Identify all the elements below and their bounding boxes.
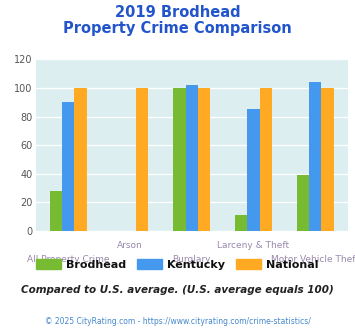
Bar bbox=[62, 102, 75, 231]
Bar bbox=[198, 88, 210, 231]
Legend: Brodhead, Kentucky, National: Brodhead, Kentucky, National bbox=[32, 255, 323, 274]
Text: © 2025 CityRating.com - https://www.cityrating.com/crime-statistics/: © 2025 CityRating.com - https://www.city… bbox=[45, 317, 310, 326]
Bar bbox=[75, 88, 87, 231]
Bar bbox=[136, 88, 148, 231]
Text: Arson: Arson bbox=[117, 241, 143, 250]
Bar bbox=[309, 82, 321, 231]
Text: 2019 Brodhead: 2019 Brodhead bbox=[115, 5, 240, 20]
Bar bbox=[297, 175, 309, 231]
Bar bbox=[235, 215, 247, 231]
Bar bbox=[260, 88, 272, 231]
Bar bbox=[321, 88, 334, 231]
Text: Motor Vehicle Theft: Motor Vehicle Theft bbox=[271, 255, 355, 264]
Text: Compared to U.S. average. (U.S. average equals 100): Compared to U.S. average. (U.S. average … bbox=[21, 285, 334, 295]
Text: Property Crime Comparison: Property Crime Comparison bbox=[63, 21, 292, 36]
Text: Larceny & Theft: Larceny & Theft bbox=[217, 241, 289, 250]
Bar bbox=[247, 110, 260, 231]
Bar bbox=[173, 88, 186, 231]
Bar bbox=[186, 85, 198, 231]
Bar bbox=[50, 191, 62, 231]
Text: Burglary: Burglary bbox=[173, 255, 211, 264]
Text: All Property Crime: All Property Crime bbox=[27, 255, 109, 264]
